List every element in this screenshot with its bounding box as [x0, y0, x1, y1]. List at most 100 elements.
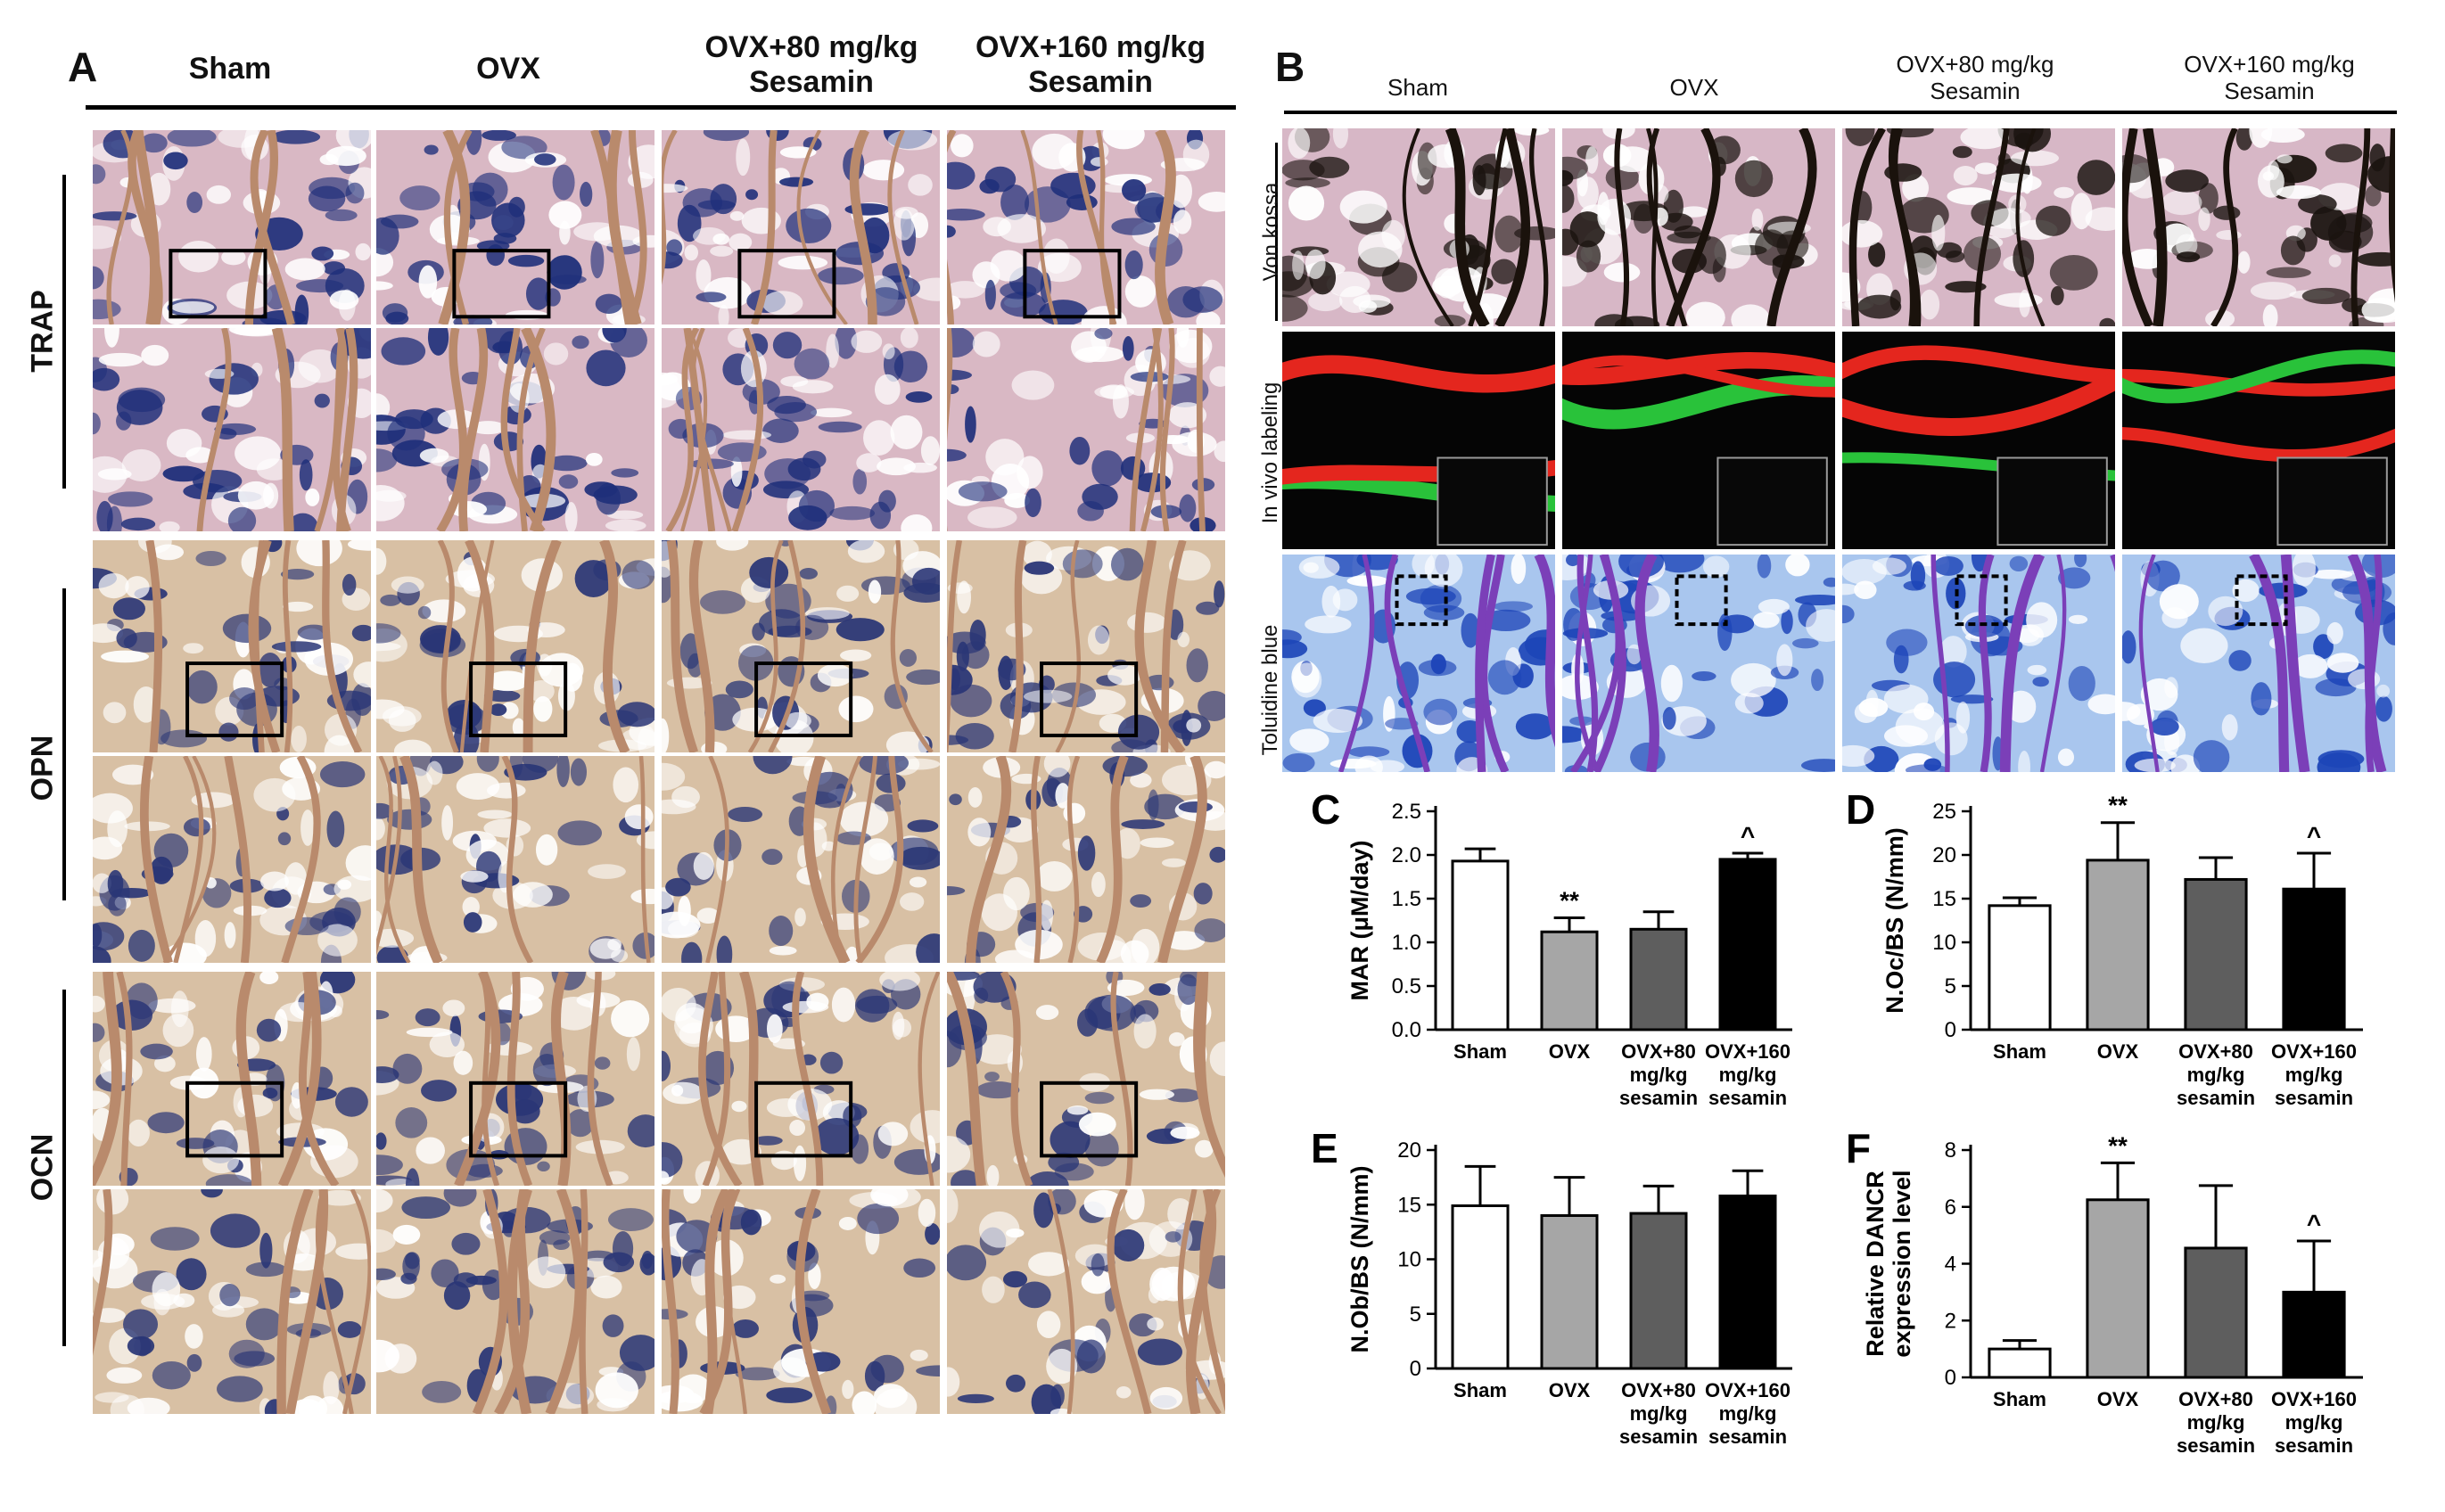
y-tick-label: 0 [1945, 1366, 1956, 1390]
chart-d-letter: D [1846, 786, 1875, 833]
panel-a-trap-overview-col4 [947, 130, 1225, 325]
panel-a-ocn-zoom-col2 [376, 1189, 654, 1414]
panel-a-opn-zoom-col2 [376, 756, 654, 963]
bar-4 [2282, 887, 2346, 1031]
x-tick-label-3: OVX+80 mg/kg sesamin [1619, 1040, 1698, 1109]
bar-3 [2184, 877, 2248, 1031]
panel-b-vonkossa-col4 [2122, 128, 2395, 326]
y-tick-label: 5 [1945, 974, 1956, 998]
bar-2 [1540, 1214, 1599, 1370]
panel-a-col-ovx: OVX [476, 52, 540, 86]
panel-a-ocn-overview-col2 [376, 972, 654, 1186]
x-tick-label-2: OVX [1549, 1040, 1591, 1063]
x-tick-label-3: OVX+80 mg/kg sesamin [1619, 1379, 1698, 1448]
y-tick-label: 5 [1410, 1302, 1421, 1327]
row-label-in-vivo-labeling: In vivo labeling [1258, 382, 1282, 524]
bar-4 [1718, 1194, 1777, 1370]
y-tick-label: 10 [1932, 931, 1956, 955]
bar-1 [1988, 904, 2052, 1031]
row-label-toluidine-blue: Toluidine blue [1258, 624, 1282, 756]
panel-a-header-rule [86, 105, 1236, 110]
panel-a-opn-zoom-col3 [662, 756, 940, 963]
y-tick-label: 0 [1410, 1357, 1421, 1381]
panel-a-opn-overview-col2 [376, 540, 654, 752]
panel-a-ocn-overview-col3 [662, 972, 940, 1186]
bar-2 [1540, 930, 1599, 1031]
x-tick-label-2: OVX [1549, 1379, 1591, 1401]
panel-b-toluidine-blue-col4 [2122, 555, 2395, 772]
panel-b-col-sham: Sham [1387, 74, 1448, 101]
panel-b-toluidine-blue-col2 [1562, 555, 1835, 772]
y-tick-label: 2.5 [1392, 800, 1421, 824]
x-tick-label-4: OVX+160 mg/kg sesamin [2271, 1388, 2357, 1457]
bar-1 [1988, 1347, 2052, 1379]
panel-a-ocn-zoom-col1 [93, 1189, 371, 1414]
y-tick-label: 6 [1945, 1196, 1956, 1220]
x-tick-label-4: OVX+160 mg/kg sesamin [1705, 1040, 1791, 1109]
row-label-vonkossa: Von kossa [1259, 182, 1283, 282]
y-axis-label: N.Ob/BS (N/mm) [1346, 1165, 1373, 1352]
bar-2 [2086, 1198, 2150, 1379]
y-tick-label: 0 [1945, 1018, 1956, 1042]
x-tick-label-1: Sham [1993, 1388, 2046, 1410]
y-tick-label: 20 [1397, 1138, 1421, 1163]
y-tick-label: 2.0 [1392, 843, 1421, 867]
panel-b-label: B [1275, 44, 1305, 90]
significance-marker-2: ** [2108, 792, 2128, 819]
panel-a-col-ovx160: OVX+160 mg/kg Sesamin [976, 30, 1206, 100]
row-label-opn: OPN [25, 735, 60, 801]
panel-a-trap-overview-col2 [376, 130, 654, 325]
panel-b-vonkossa-col2 [1562, 128, 1835, 326]
row-label-ocn: OCN [25, 1133, 60, 1202]
bar-2 [2086, 859, 2150, 1031]
panel-b-col-ovx160: OVX+160 mg/kg Sesamin [2184, 51, 2355, 104]
significance-marker-4: ^ [1741, 822, 1755, 850]
panel-b-in-vivo-labeling-col2 [1562, 332, 1835, 549]
panel-a-trap-zoom-col4 [947, 328, 1225, 531]
y-tick-label: 1.0 [1392, 931, 1421, 955]
panel-a-opn-overview-col4 [947, 540, 1225, 752]
significance-marker-2: ** [2108, 1131, 2128, 1159]
x-tick-label-1: Sham [1993, 1040, 2046, 1063]
chart-c-letter: C [1311, 786, 1340, 833]
panel-a-opn-overview-col3 [662, 540, 940, 752]
panel-a-opn-zoom-col1 [93, 756, 371, 963]
panel-a-trap-overview-col1 [93, 130, 371, 325]
y-axis-label: N.Oc/BS (N/mm) [1881, 827, 1908, 1014]
panel-b-vonkossa-col1 [1282, 128, 1555, 326]
panel-b-vonkossa-col3 [1842, 128, 2115, 326]
panel-b-toluidine-blue-col3 [1842, 555, 2115, 772]
significance-marker-2: ** [1560, 887, 1579, 915]
panel-b-col-ovx80: OVX+80 mg/kg Sesamin [1896, 51, 2054, 104]
y-tick-label: 0.0 [1392, 1018, 1421, 1042]
bar-4 [2282, 1290, 2346, 1379]
x-tick-label-4: OVX+160 mg/kg sesamin [2271, 1040, 2357, 1109]
y-tick-label: 20 [1932, 843, 1956, 867]
panel-a-trap-overview-col3 [662, 130, 940, 325]
bar-1 [1451, 859, 1510, 1031]
x-tick-label-2: OVX [2097, 1040, 2139, 1063]
y-tick-label: 2 [1945, 1309, 1956, 1333]
chart-d-noc-bs: D 0 5 10 15 20 25 N.Oc/BS (N/mm) Sham ** OVX OVX+80… [1846, 786, 2363, 1109]
panel-a-trap-zoom-col2 [376, 328, 654, 531]
chart-f-dancr: F 0 2 4 6 8 Relative DANCRexpression level Sham… [1846, 1125, 2363, 1457]
y-axis-label: MAR (μM/day) [1346, 840, 1373, 1000]
panel-a-opn-zoom-col4 [947, 756, 1225, 963]
opn-row-bracket [62, 588, 66, 900]
panel-b-header-rule [1284, 111, 2397, 114]
bar-3 [1629, 1212, 1688, 1370]
panel-a-trap-zoom-col1 [93, 328, 371, 531]
panel-b-in-vivo-labeling-col3 [1842, 332, 2115, 549]
significance-marker-4: ^ [2307, 1210, 2321, 1237]
y-tick-label: 10 [1397, 1248, 1421, 1272]
y-tick-label: 25 [1932, 800, 1956, 824]
y-tick-label: 4 [1945, 1253, 1956, 1277]
y-tick-label: 0.5 [1392, 974, 1421, 998]
x-tick-label-3: OVX+80 mg/kg sesamin [2177, 1388, 2255, 1457]
row-label-trap: TRAP [25, 290, 60, 373]
panel-b-col-ovx: OVX [1669, 74, 1719, 101]
panel-a-ocn-zoom-col4 [947, 1189, 1225, 1414]
vonkossa-row-bracket [1275, 143, 1278, 321]
panel-a-col-sham: Sham [188, 52, 272, 86]
panel-a-opn-overview-col1 [93, 540, 371, 752]
